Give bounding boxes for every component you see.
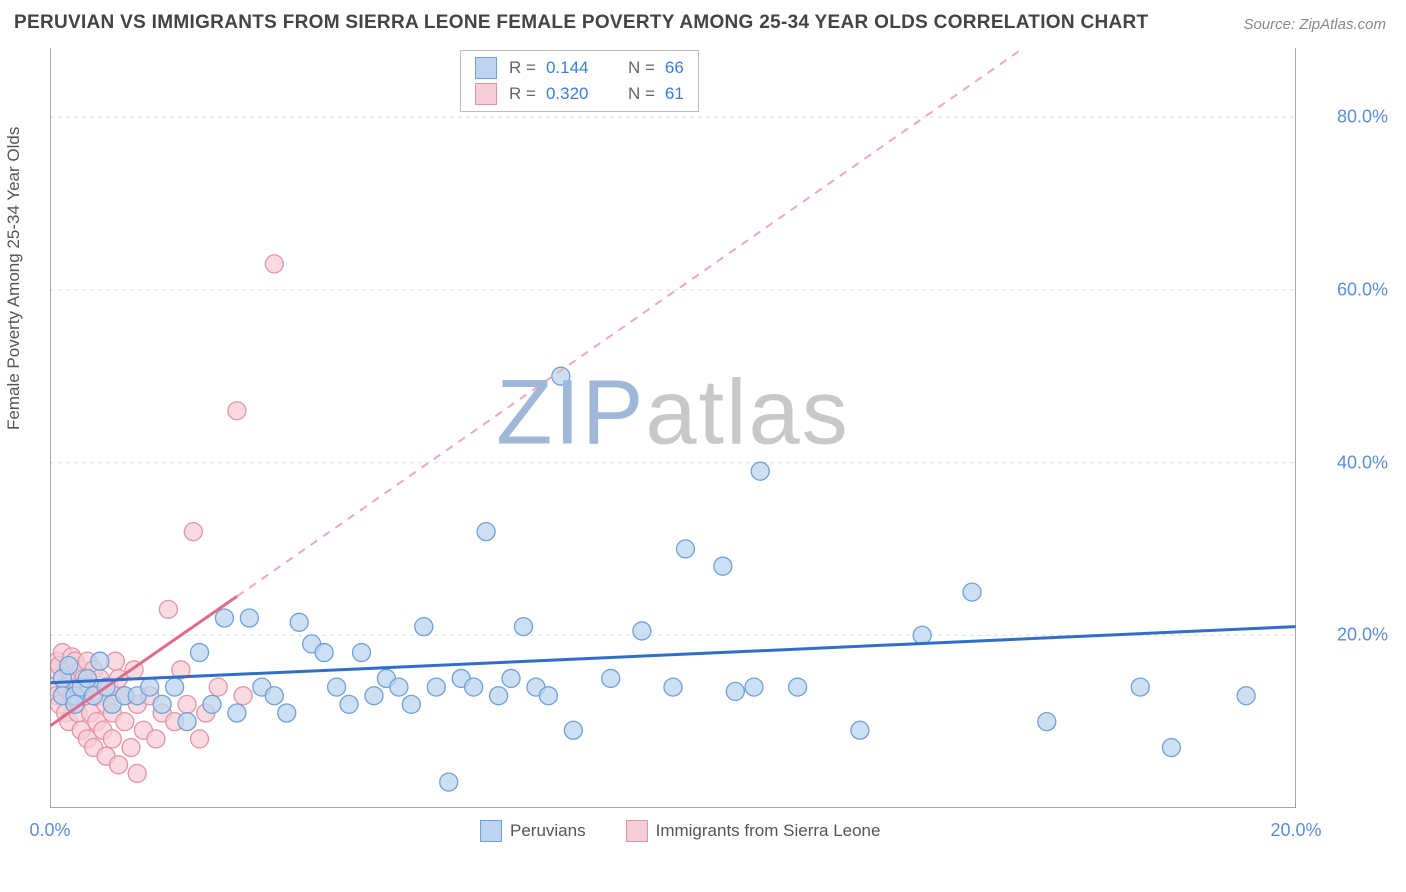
stats-legend-row-blue: R = 0.144 N = 66 <box>461 55 698 81</box>
n-value-pink: 61 <box>665 84 684 104</box>
stats-legend: R = 0.144 N = 66 R = 0.320 N = 61 <box>460 50 699 112</box>
y-axis-label: Female Poverty Among 25-34 Year Olds <box>4 127 24 430</box>
r-value-blue: 0.144 <box>546 58 602 78</box>
chart-container: PERUVIAN VS IMMIGRANTS FROM SIERRA LEONE… <box>0 0 1406 892</box>
swatch-pink-icon <box>626 820 648 842</box>
r-label: R = <box>509 84 536 104</box>
chart-title: PERUVIAN VS IMMIGRANTS FROM SIERRA LEONE… <box>14 12 1148 34</box>
legend-label-pink: Immigrants from Sierra Leone <box>656 821 881 841</box>
legend-label-blue: Peruvians <box>510 821 586 841</box>
swatch-blue <box>475 57 497 79</box>
legend-item-blue: Peruvians <box>480 820 586 842</box>
legend-item-pink: Immigrants from Sierra Leone <box>626 820 881 842</box>
r-label: R = <box>509 58 536 78</box>
n-label: N = <box>628 58 655 78</box>
swatch-blue-icon <box>480 820 502 842</box>
plot-area: ZIPatlas <box>50 48 1296 808</box>
plot-svg <box>50 48 1296 808</box>
r-value-pink: 0.320 <box>546 84 602 104</box>
stats-legend-row-pink: R = 0.320 N = 61 <box>461 81 698 107</box>
swatch-pink <box>475 83 497 105</box>
n-value-blue: 66 <box>665 58 684 78</box>
n-label: N = <box>628 84 655 104</box>
series-legend: Peruvians Immigrants from Sierra Leone <box>480 820 880 842</box>
source-label: Source: ZipAtlas.com <box>1243 16 1386 33</box>
